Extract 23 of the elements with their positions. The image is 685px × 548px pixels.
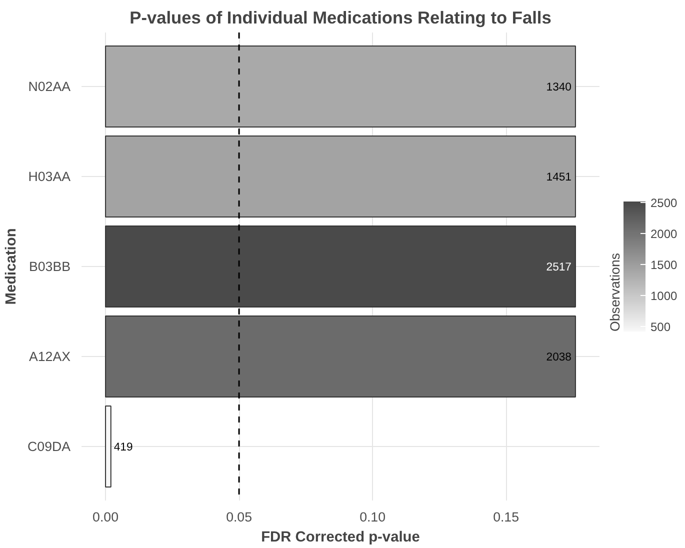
- color-bar-label: 500: [650, 320, 671, 334]
- chart-title: P-values of Individual Medications Relating to Falls: [130, 8, 552, 28]
- annotation: 1340: [546, 82, 572, 94]
- y-tick-label: H03AA: [28, 169, 71, 184]
- y-tick-label: A12AX: [29, 349, 71, 364]
- x-axis-title: FDR Corrected p-value: [261, 530, 420, 546]
- color-bar-label: 1500: [650, 258, 678, 272]
- color-bar-label: 2000: [650, 227, 678, 242]
- color-bar-label: 1000: [650, 289, 678, 303]
- y-tick-label: C09DA: [28, 439, 71, 454]
- x-tick-label: 0.10: [360, 510, 386, 524]
- annotation: 2038: [546, 352, 572, 364]
- x-tick-label: 0.15: [493, 510, 520, 524]
- color-bar-title: Observations: [608, 252, 622, 332]
- y-tick-label: B03BB: [29, 259, 71, 274]
- x-tick-label: 0.00: [92, 510, 119, 524]
- y-tick-label: N02AA: [28, 79, 71, 94]
- annotation: 419: [114, 442, 133, 454]
- color-bar-label: 2500: [650, 196, 678, 210]
- annotation: 1451: [546, 172, 572, 184]
- y-axis-title: Medication: [4, 228, 20, 305]
- x-tick-label: 0.05: [226, 510, 252, 524]
- annotation: 2517: [546, 262, 572, 274]
